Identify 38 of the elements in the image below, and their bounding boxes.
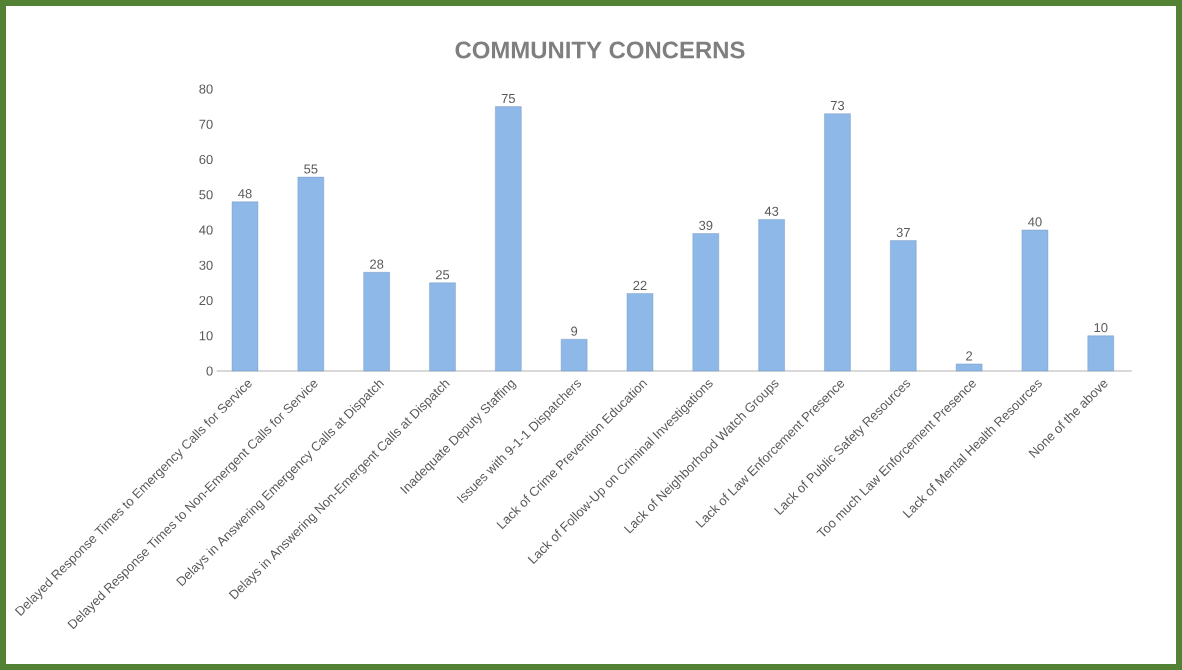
bar (560, 339, 588, 372)
data-label: 75 (501, 94, 515, 104)
bar (626, 293, 654, 372)
bar (297, 176, 325, 372)
data-label: 40 (1028, 217, 1042, 227)
bar (231, 201, 259, 372)
bar (495, 106, 522, 372)
y-tick-label: 0 (206, 366, 213, 376)
bar (955, 363, 983, 372)
data-label: 9 (571, 326, 578, 336)
data-label: 55 (304, 164, 318, 174)
data-label: 43 (764, 206, 779, 216)
y-tick-label: 50 (199, 190, 213, 200)
data-label: 10 (1094, 323, 1108, 333)
bar (824, 113, 851, 372)
bar (1021, 229, 1049, 372)
bar (429, 282, 456, 372)
data-label: 39 (699, 220, 713, 230)
y-tick-label: 30 (199, 260, 213, 270)
data-label: 48 (238, 189, 252, 199)
bar (692, 233, 719, 372)
y-tick-label: 20 (199, 295, 213, 306)
data-label: 28 (370, 259, 384, 269)
y-tick-label: 70 (199, 119, 213, 129)
data-label: 22 (633, 280, 647, 290)
bar (758, 219, 785, 372)
chart-title: COMMUNITY CONCERNS (455, 41, 745, 59)
data-label: 25 (435, 270, 450, 280)
y-tick-label: 40 (199, 225, 213, 235)
y-tick-label: 60 (199, 154, 213, 165)
bar (890, 240, 917, 372)
data-label: 2 (966, 351, 973, 361)
y-tick-label: 10 (199, 331, 213, 341)
data-label: 37 (896, 227, 910, 238)
bar (1087, 335, 1114, 372)
bar (363, 272, 390, 372)
data-label: 73 (830, 100, 845, 111)
y-tick-label: 80 (199, 84, 213, 94)
